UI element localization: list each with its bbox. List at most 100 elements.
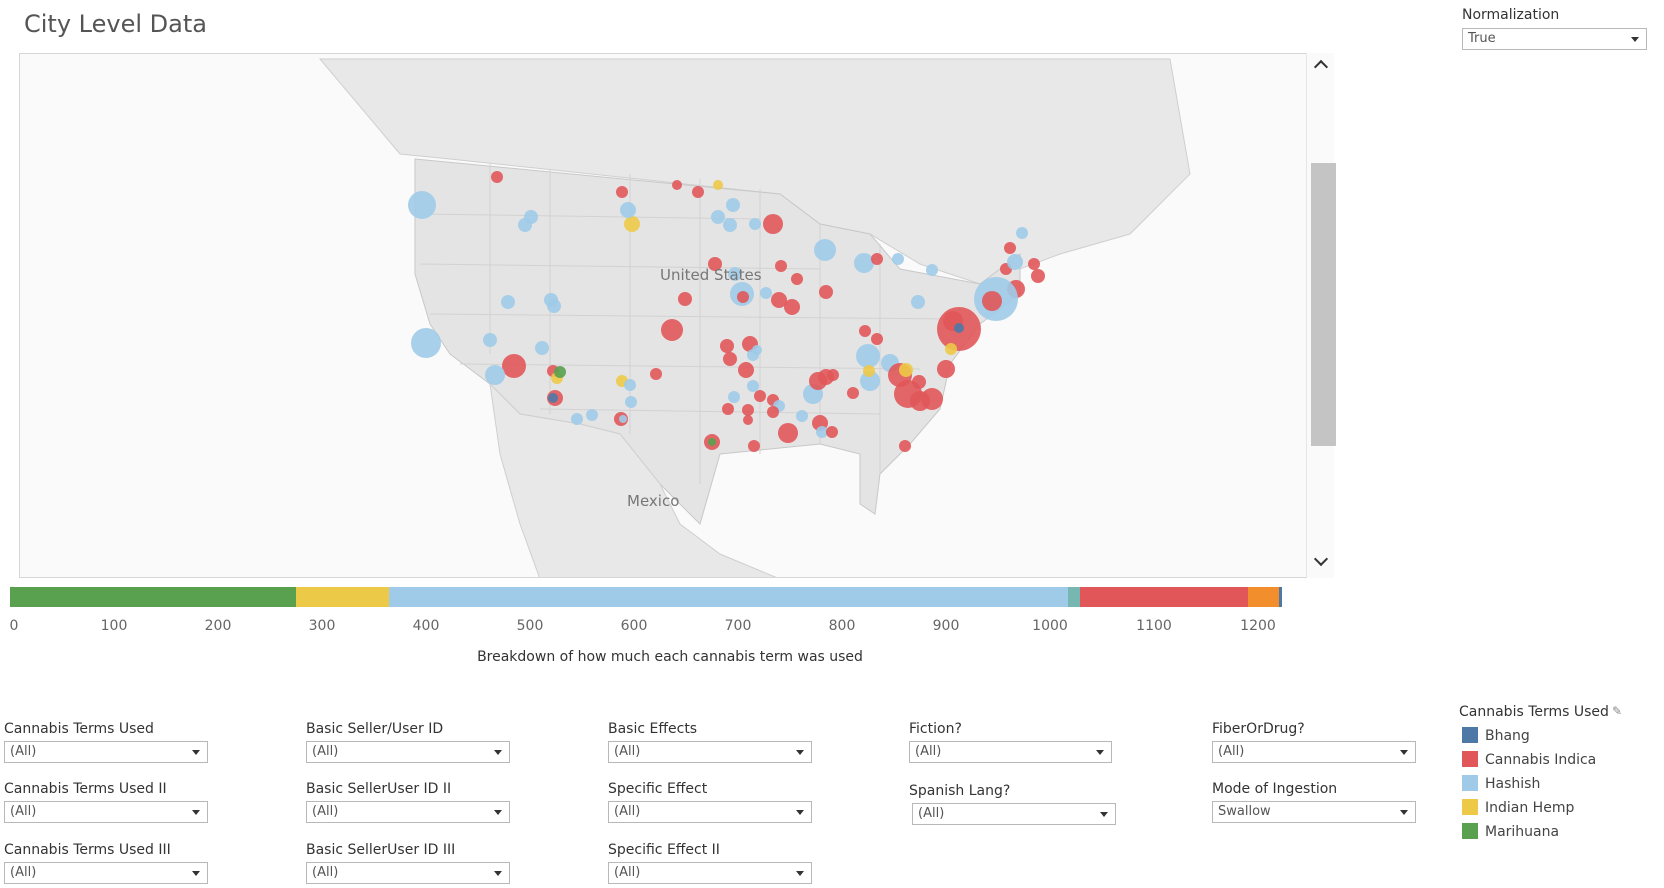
city-bubble-indica[interactable] [661,319,683,341]
filter-effects-dropdown[interactable]: (All) [608,741,812,763]
city-bubble-hashish[interactable] [926,264,938,276]
city-bubble-indica[interactable] [921,388,943,410]
city-bubble-indica[interactable] [778,423,798,443]
city-bubble-hashish[interactable] [547,299,561,313]
city-bubble-indica[interactable] [1028,258,1040,270]
filter-terms-ii-dropdown[interactable]: (All) [4,801,208,823]
legend-item-indica[interactable]: Cannabis Indica [1462,751,1596,768]
city-bubble-indica[interactable] [708,257,722,271]
city-bubble-hashish[interactable] [816,426,828,438]
city-bubble-indica[interactable] [871,253,883,265]
city-bubble-marihuana[interactable] [708,438,716,446]
city-bubble-indica[interactable] [771,292,787,308]
city-bubble-indica[interactable] [491,171,503,183]
city-bubble-hashish[interactable] [586,409,598,421]
city-bubble-hashish[interactable] [911,295,925,309]
city-bubble-indica[interactable] [754,390,766,402]
city-bubble-bhang[interactable] [548,393,558,403]
city-bubble-indica[interactable] [819,285,833,299]
bar-segment-indian-hemp[interactable] [296,587,389,607]
map-canvas[interactable] [20,54,1307,578]
city-bubble-hashish[interactable] [728,391,740,403]
city-bubble-indica[interactable] [763,214,783,234]
city-bubble-hashish[interactable] [625,396,637,408]
city-bubble-hashish[interactable] [711,210,725,224]
city-bubble-indica[interactable] [737,291,749,303]
city-bubble-indica[interactable] [678,292,692,306]
city-bubble-bhang[interactable] [954,323,964,333]
city-bubble-indica[interactable] [1004,242,1016,254]
city-bubble-indica[interactable] [1031,269,1045,283]
filter-seller-dropdown[interactable]: (All) [306,741,510,763]
filter-specific-effect-ii-dropdown[interactable]: (All) [608,862,812,884]
city-bubble-hashish[interactable] [749,218,761,230]
filter-fiber-dropdown[interactable]: (All) [1212,741,1416,763]
city-bubble-indica[interactable] [722,403,734,415]
city-bubble-indica[interactable] [791,273,803,285]
city-bubble-hashish[interactable] [620,202,636,218]
city-bubble-hashish[interactable] [624,379,636,391]
bar-segment-cannabis-indica[interactable] [1080,587,1248,607]
city-bubble-hashish[interactable] [723,218,737,232]
legend-item-bhang[interactable]: Bhang [1462,727,1530,744]
legend-item-hemp[interactable]: Indian Hemp [1462,799,1574,816]
bar-segment-bhang[interactable] [1278,587,1282,607]
filter-seller-ii-dropdown[interactable]: (All) [306,801,510,823]
city-bubble-indica[interactable] [723,352,737,366]
legend-item-marihuana[interactable]: Marihuana [1462,823,1559,840]
city-bubble-hashish[interactable] [485,365,505,385]
city-bubble-hashish[interactable] [892,253,904,265]
map-scrollbar[interactable] [1306,53,1336,578]
city-bubble-hashish[interactable] [760,287,772,299]
city-bubble-indica[interactable] [738,362,754,378]
city-bubble-indica[interactable] [775,260,787,272]
breakdown-bar[interactable] [10,587,1282,607]
city-bubble-hashish[interactable] [814,239,836,261]
filter-terms-iii-dropdown[interactable]: (All) [4,862,208,884]
city-bubble-indica[interactable] [871,333,883,345]
city-bubble-indica[interactable] [616,186,628,198]
city-bubble-hemp[interactable] [624,216,640,232]
city-bubble-hashish[interactable] [726,198,740,212]
filter-specific-effect-dropdown[interactable]: (All) [608,801,812,823]
bar-segment-other[interactable] [1067,587,1081,607]
scroll-thumb[interactable] [1311,163,1336,446]
city-bubble-indica[interactable] [982,291,1002,311]
city-bubble-indica[interactable] [672,180,682,190]
bar-segment-hashish[interactable] [388,587,1068,607]
city-bubble-hashish[interactable] [854,253,874,273]
city-bubble-hemp[interactable] [899,363,913,377]
city-bubble-hemp[interactable] [945,343,957,355]
city-bubble-indica[interactable] [847,387,859,399]
city-bubble-hashish[interactable] [796,410,808,422]
city-bubble-hashish[interactable] [483,333,497,347]
city-bubble-hashish[interactable] [1007,254,1023,270]
bar-segment-marihuana[interactable] [10,587,296,607]
city-bubble-indica[interactable] [650,368,662,380]
city-bubble-hashish[interactable] [501,295,515,309]
city-bubble-marihuana[interactable] [554,366,566,378]
city-bubble-indica[interactable] [784,299,800,315]
city-bubble-hashish[interactable] [860,371,880,391]
filter-seller-iii-dropdown[interactable]: (All) [306,862,510,884]
city-bubble-indica[interactable] [742,404,754,416]
filter-fiction-dropdown[interactable]: (All) [909,741,1112,763]
city-bubble-hashish[interactable] [1016,227,1028,239]
legend-item-hashish[interactable]: Hashish [1462,775,1540,792]
city-bubble-hashish[interactable] [856,344,880,368]
city-bubble-indica[interactable] [937,360,955,378]
bar-segment-other[interactable] [1247,587,1279,607]
city-bubble-indica[interactable] [767,406,779,418]
city-bubble-indica[interactable] [720,339,734,353]
filter-ingestion-dropdown[interactable]: Swallow [1212,801,1416,823]
normalization-dropdown[interactable]: True [1462,28,1647,50]
city-bubble-indica[interactable] [826,426,838,438]
city-bubble-indica[interactable] [859,325,871,337]
city-bubble-indica[interactable] [899,440,911,452]
filter-spanish-dropdown[interactable]: (All) [912,803,1116,825]
city-bubble-hashish[interactable] [524,210,538,224]
map-view[interactable]: United States Mexico [19,53,1334,578]
filter-terms-dropdown[interactable]: (All) [4,741,208,763]
scroll-up-button[interactable] [1311,55,1331,75]
city-bubble-hashish[interactable] [747,380,759,392]
